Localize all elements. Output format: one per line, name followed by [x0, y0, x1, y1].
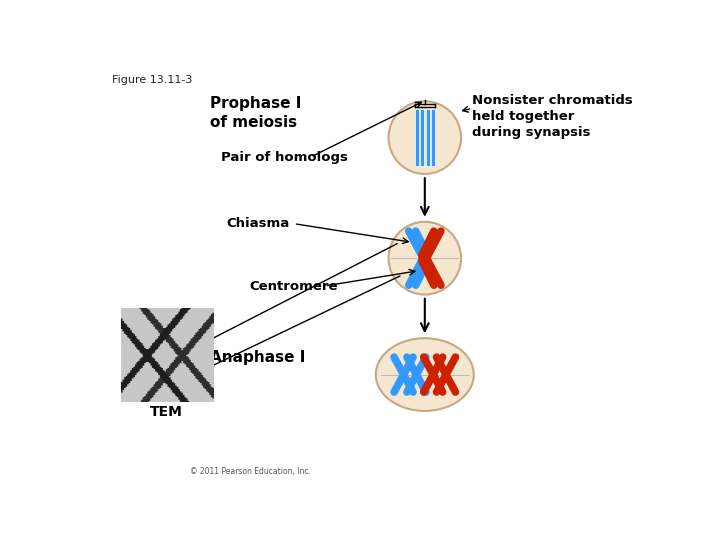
Text: Chiasma: Chiasma	[227, 217, 290, 230]
Text: Pair of homologs: Pair of homologs	[221, 151, 348, 164]
Text: Centromere: Centromere	[249, 280, 338, 293]
Polygon shape	[431, 109, 436, 166]
Polygon shape	[426, 109, 431, 166]
Polygon shape	[420, 109, 424, 166]
Text: Figure 13.11-3: Figure 13.11-3	[112, 75, 193, 85]
Text: TEM: TEM	[150, 405, 183, 419]
Text: © 2011 Pearson Education, Inc.: © 2011 Pearson Education, Inc.	[190, 467, 311, 476]
Ellipse shape	[376, 338, 474, 411]
Ellipse shape	[389, 101, 461, 174]
Text: Anaphase I: Anaphase I	[210, 350, 305, 366]
Ellipse shape	[389, 222, 461, 294]
Polygon shape	[415, 109, 419, 166]
Text: Prophase I
of meiosis: Prophase I of meiosis	[210, 96, 302, 130]
Text: Nonsister chromatids
held together
during synapsis: Nonsister chromatids held together durin…	[472, 94, 633, 139]
